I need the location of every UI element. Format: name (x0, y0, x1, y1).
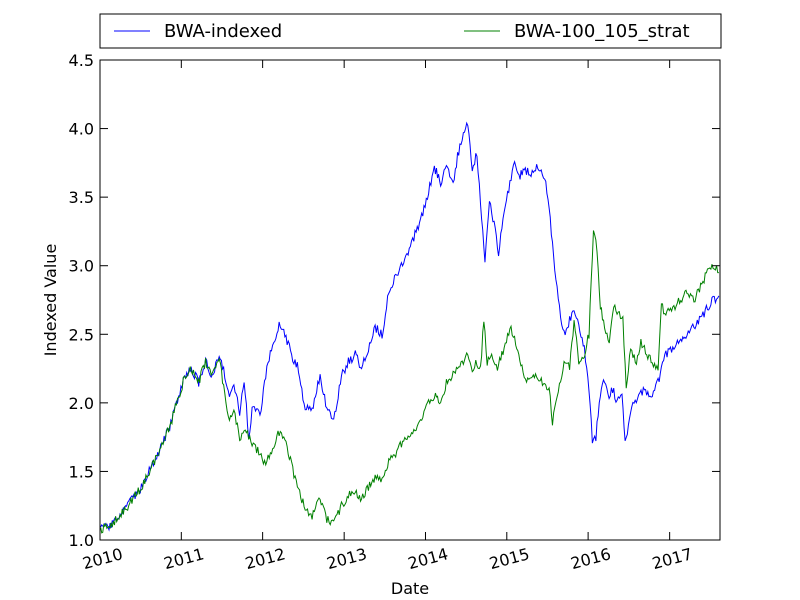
legend: BWA-indexed BWA-100_105_strat (99, 13, 722, 49)
series-line-bwa-strat (100, 230, 719, 534)
y-tick-label: 3.5 (69, 188, 94, 207)
x-tick-label: 2017 (650, 544, 694, 573)
y-tick-label: 4.5 (69, 51, 94, 70)
y-tick-label: 4.0 (69, 120, 94, 139)
y-tick-label: 1.5 (69, 462, 94, 481)
x-tick-label: 2014 (406, 544, 450, 573)
legend-label-bwa-strat: BWA-100_105_strat (514, 21, 690, 42)
x-tick-label: 2016 (569, 544, 613, 573)
y-tick-label: 2.5 (69, 325, 94, 344)
y-tick-label: 2.0 (69, 394, 94, 413)
x-tick-label: 2013 (325, 544, 369, 573)
x-axis-label: Date (391, 579, 429, 598)
x-tick-label: 2012 (243, 544, 287, 573)
x-tick-label: 2015 (487, 544, 531, 573)
y-tick-label: 3.0 (69, 257, 94, 276)
series-line-bwa-indexed (100, 121, 720, 532)
y-tick-label: 1.0 (69, 531, 94, 550)
plot-frame (99, 59, 721, 541)
legend-label-bwa-indexed: BWA-indexed (164, 21, 282, 42)
x-tick-label: 2011 (162, 544, 206, 573)
legend-box (99, 13, 722, 49)
series-layer (100, 121, 720, 534)
y-axis-label: Indexed Value (41, 244, 60, 357)
